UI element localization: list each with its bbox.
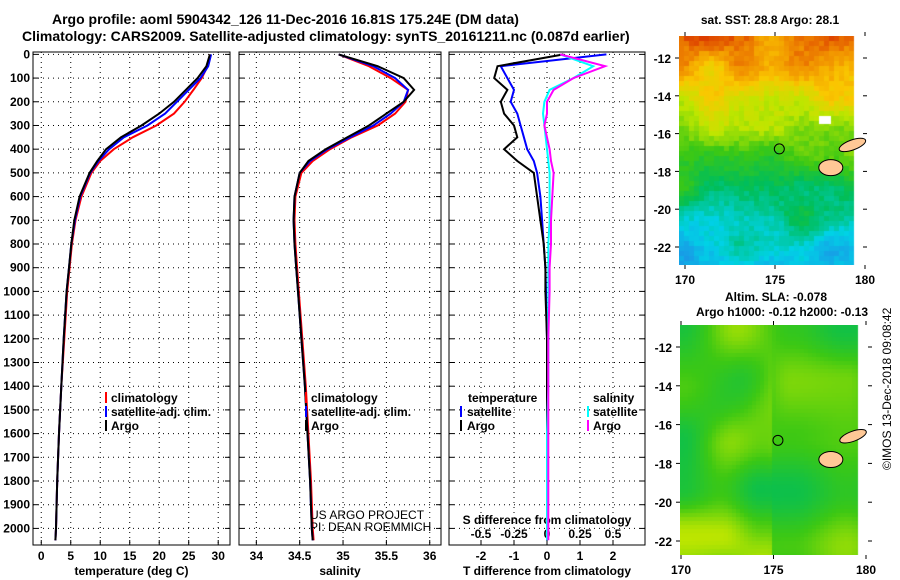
legend-swatch bbox=[305, 406, 307, 417]
y-tick-label: 700 bbox=[10, 213, 30, 227]
y-tick-label: 0 bbox=[23, 47, 30, 61]
y-tick-label: 1600 bbox=[3, 427, 30, 441]
sst-map-title: sat. SST: 28.8 Argo: 28.1 bbox=[701, 13, 840, 27]
x-axis-label: salinity bbox=[319, 564, 361, 578]
legend-swatch bbox=[587, 406, 589, 417]
y-tick-label: 1100 bbox=[4, 308, 30, 322]
legend-label: satellite bbox=[467, 405, 512, 419]
legend-swatch bbox=[460, 406, 462, 417]
s-tick-label: 0.5 bbox=[605, 527, 622, 541]
x-tick-label: 35 bbox=[336, 549, 350, 563]
y-tick-label: 1500 bbox=[3, 403, 30, 417]
legend-label: satellite bbox=[593, 405, 638, 419]
legend-title-temperature: temperature bbox=[468, 391, 538, 405]
series-climatology bbox=[293, 53, 410, 541]
x-tick-label: 2 bbox=[610, 549, 617, 563]
legend-label: climatology bbox=[111, 391, 178, 405]
plot-frame bbox=[448, 51, 646, 546]
x-tick-label: 10 bbox=[94, 549, 108, 563]
series-s-satellite bbox=[541, 53, 596, 541]
y-tick-label: 1900 bbox=[3, 498, 30, 512]
x-tick-label: 35.5 bbox=[375, 549, 399, 563]
y-tick-label: 1700 bbox=[3, 450, 30, 464]
legend-swatch bbox=[105, 392, 107, 403]
plot-frame bbox=[32, 51, 231, 546]
copyright-text: ©IMOS 13-Dec-2018 09:08:42 bbox=[880, 307, 894, 470]
sla-map-title2: Argo h1000: -0.12 h2000: -0.13 bbox=[696, 305, 868, 319]
series-t-satellite bbox=[499, 53, 607, 541]
y-tick-label: 600 bbox=[10, 190, 30, 204]
legend-label: Argo bbox=[467, 419, 495, 433]
y-tick-label: 1300 bbox=[3, 355, 30, 369]
sla-map-title1: Altim. SLA: -0.078 bbox=[725, 290, 827, 304]
y-tick-label: 300 bbox=[10, 118, 30, 132]
x-tick-label: 5 bbox=[67, 549, 74, 563]
x-tick-label: 15 bbox=[123, 549, 137, 563]
series-satellite-adj-clim- bbox=[54, 54, 213, 541]
legend-swatch bbox=[587, 420, 589, 431]
x-tick-label: 30 bbox=[212, 549, 226, 563]
y-tick-label: 200 bbox=[10, 95, 30, 109]
legend-swatch bbox=[105, 420, 107, 431]
panel-salinity: 34 34.5 35 35.5 36 salinity climatologysatelli… bbox=[238, 51, 442, 578]
series-climatology bbox=[54, 54, 211, 541]
x-tick-label: -1 bbox=[509, 549, 520, 563]
legend-label: satellite-adj. clim. bbox=[111, 405, 211, 419]
y-tick-label: 2000 bbox=[3, 521, 30, 535]
x-tick-label: -2 bbox=[476, 549, 487, 563]
y-tick-label: 1000 bbox=[3, 284, 30, 298]
series-t-argo bbox=[493, 53, 564, 541]
y-tick-label: 1400 bbox=[3, 379, 30, 393]
y-tick-label: 500 bbox=[10, 166, 30, 180]
x-tick-label: 0 bbox=[544, 549, 551, 563]
panel-temperature: 0100200300400500600700800900100011001200… bbox=[3, 47, 231, 578]
legend-label: Argo bbox=[111, 419, 139, 433]
credit-line1: US ARGO PROJECT bbox=[310, 508, 425, 522]
x-tick-label: 34.5 bbox=[288, 549, 312, 563]
legend-label: Argo bbox=[311, 419, 339, 433]
x-axis-label: temperature (deg C) bbox=[74, 564, 188, 578]
x-tick-label: 36 bbox=[423, 549, 437, 563]
legend-label: Argo bbox=[593, 419, 621, 433]
legend-swatch bbox=[105, 406, 107, 417]
y-tick-label: 400 bbox=[10, 142, 30, 156]
y-tick-label: 1200 bbox=[3, 332, 30, 346]
y-tick-label: 1800 bbox=[3, 474, 30, 488]
legend-label: satellite-adj. clim. bbox=[311, 405, 411, 419]
s-tick-label: 0.25 bbox=[568, 527, 592, 541]
x-axis-label: T difference from climatology bbox=[463, 564, 631, 578]
legend-swatch bbox=[460, 420, 462, 431]
x-tick-label: 34 bbox=[250, 549, 264, 563]
credit-line2: PI: DEAN ROEMMICH bbox=[310, 520, 431, 534]
series-s-argo bbox=[543, 53, 609, 541]
series-argo bbox=[54, 54, 211, 541]
sst-map bbox=[679, 36, 863, 265]
y-tick-label: 100 bbox=[10, 71, 30, 85]
x-tick-label: 25 bbox=[182, 549, 196, 563]
x-tick-label: 20 bbox=[153, 549, 167, 563]
legend-swatch bbox=[305, 392, 307, 403]
y-tick-label: 800 bbox=[10, 237, 30, 251]
x-tick-label: 0 bbox=[38, 549, 45, 563]
x-tick-label: 1 bbox=[577, 549, 584, 563]
title-line1: Argo profile: aoml 5904342_126 11-Dec-20… bbox=[52, 11, 519, 27]
panel-differences: -2 -1 0 1 2-0.5 -0.25 0 0.25 0.5S difference fro… bbox=[448, 51, 646, 578]
plot-frame bbox=[238, 51, 442, 546]
legend-title-salinity: salinity bbox=[593, 391, 635, 405]
legend-label: climatology bbox=[311, 391, 378, 405]
y-tick-label: 900 bbox=[10, 261, 30, 275]
sla-map bbox=[680, 325, 868, 555]
title-line2: Climatology: CARS2009. Satellite-adjuste… bbox=[22, 28, 630, 44]
s-tick-label: -0.5 bbox=[471, 527, 492, 541]
s-tick-label: -0.25 bbox=[500, 527, 528, 541]
series-argo bbox=[292, 53, 416, 541]
legend-swatch bbox=[305, 420, 307, 431]
